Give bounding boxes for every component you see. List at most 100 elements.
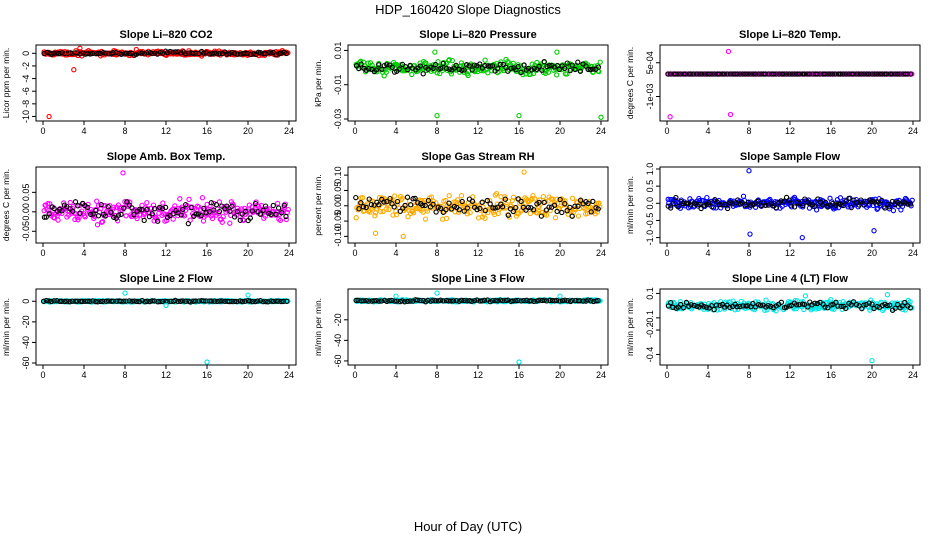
y-axis-label: ml/min per min.: [625, 298, 635, 356]
data-point: [206, 51, 213, 57]
x-tick-label: 4: [393, 370, 398, 380]
data-point: [781, 198, 787, 204]
outlier-point: [393, 293, 399, 299]
data-point: [353, 215, 359, 221]
x-tick-label: 12: [473, 248, 483, 258]
data-point: [123, 50, 130, 56]
data-point: [557, 298, 563, 304]
data-point: [595, 206, 601, 212]
data-point: [892, 300, 898, 306]
data-point: [118, 51, 124, 57]
data-point: [518, 69, 524, 76]
data-point: [97, 50, 104, 57]
data-point: [232, 298, 238, 305]
data-point: [693, 201, 699, 208]
data-point: [469, 198, 476, 204]
y-tick-label: -0.05: [333, 211, 343, 232]
data-point: [531, 65, 537, 72]
x-tick-label: 20: [867, 370, 877, 380]
x-tick-label: 24: [908, 248, 918, 258]
data-point: [783, 71, 790, 77]
data-point: [874, 303, 880, 310]
data-point: [874, 71, 880, 77]
data-point: [239, 206, 245, 212]
data-point: [864, 71, 870, 77]
x-tick-label: 8: [746, 248, 751, 258]
data-point: [270, 202, 276, 209]
data-point: [807, 201, 813, 207]
data-point: [247, 298, 253, 304]
data-point: [763, 297, 769, 303]
data-point: [410, 210, 417, 216]
data-point: [204, 201, 210, 208]
data-point: [438, 205, 444, 211]
outlier-point: [725, 48, 732, 55]
data-point: [41, 50, 47, 57]
data-point: [120, 298, 127, 304]
y-tick-label: 0: [21, 51, 31, 56]
data-point: [358, 61, 364, 67]
data-point: [500, 297, 506, 304]
x-tick-label: 20: [555, 248, 565, 258]
data-point: [234, 51, 241, 57]
data-point: [781, 71, 787, 77]
x-tick-label: 24: [908, 126, 918, 136]
data-point: [585, 297, 591, 303]
outlier-point: [554, 49, 560, 55]
data-point: [536, 199, 542, 206]
data-point: [100, 298, 106, 304]
data-point: [469, 298, 475, 304]
data-point: [567, 204, 573, 211]
data-point: [778, 198, 784, 204]
data-point: [877, 71, 883, 77]
data-point: [67, 199, 73, 206]
data-point: [443, 65, 450, 72]
data-point: [51, 205, 57, 212]
data-point: [64, 298, 70, 304]
data-point: [482, 57, 488, 63]
panel-sampleflow: Slope Sample Flow ml/min per min. 0 4 8 12 16 2…: [625, 151, 921, 258]
data-point: [353, 297, 359, 304]
data-point: [709, 71, 715, 77]
data-point: [693, 71, 700, 77]
data-point: [115, 218, 121, 224]
data-point: [51, 298, 57, 304]
data-point: [562, 201, 568, 207]
data-point: [255, 49, 262, 55]
data-point: [827, 71, 833, 77]
x-tick-label: 24: [284, 126, 294, 136]
data-point: [471, 297, 478, 304]
data-point: [756, 71, 762, 77]
data-point: [518, 298, 524, 304]
y-axis-label: kPa per min.: [313, 59, 323, 107]
data-point: [670, 201, 676, 207]
data-point: [477, 61, 483, 67]
data-point: [392, 298, 398, 304]
data-point: [87, 51, 93, 57]
data-point: [572, 66, 578, 73]
data-point: [438, 65, 444, 72]
data-point: [762, 307, 768, 313]
data-point: [252, 200, 259, 207]
data-point: [701, 303, 707, 310]
data-point: [513, 204, 519, 211]
data-point: [45, 201, 51, 207]
data-point: [536, 297, 542, 303]
outlier-point: [46, 113, 52, 120]
data-point: [530, 207, 537, 213]
data-point: [72, 199, 79, 205]
x-tick-label: 24: [596, 370, 606, 380]
outlier-point: [746, 168, 752, 174]
data-point: [190, 298, 197, 304]
data-point: [376, 62, 382, 68]
data-point: [546, 63, 552, 69]
data-point: [778, 299, 785, 305]
data-point: [706, 199, 712, 206]
data-point: [175, 212, 181, 219]
data-point: [70, 208, 76, 214]
data-point: [239, 211, 245, 217]
data-point: [211, 50, 217, 56]
data-point: [358, 200, 364, 206]
data-point: [440, 60, 446, 67]
